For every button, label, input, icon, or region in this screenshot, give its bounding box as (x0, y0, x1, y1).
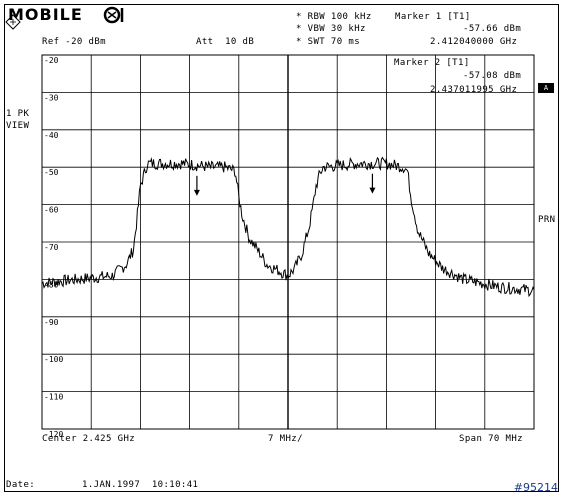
spectrum-trace (41, 156, 535, 298)
brand-logo: MOBILE (8, 5, 83, 24)
marker1-label: Marker 1 [T1] (395, 12, 471, 22)
trace-pk-label: 1 PK (6, 109, 30, 119)
y-tick-label: -50 (44, 168, 59, 177)
y-tick-label: -60 (44, 206, 59, 215)
image-watermark: #95214 (513, 481, 558, 494)
y-tick-label: -110 (44, 393, 63, 402)
rbw-value: RBW 100 kHz (307, 12, 372, 22)
y-tick-label: -30 (44, 93, 59, 102)
date-label: Date: (6, 480, 36, 490)
span-value: Span 70 MHz (459, 434, 524, 444)
brand-text: MOBILE (8, 5, 83, 24)
brand-mark-icon (103, 6, 124, 24)
y-tick-label: -80 (44, 280, 59, 289)
marker1-freq: 2.412040000 GHz (430, 37, 518, 47)
prn-label: PRN (538, 215, 556, 225)
y-tick-label: -40 (44, 131, 59, 140)
marker2-level: -57.08 dBm (463, 71, 522, 81)
center-frequency: Center 2.425 GHz (42, 434, 136, 444)
date-value: 1.JAN.1997 10:10:41 (82, 480, 199, 490)
rs-diamond-icon (5, 14, 21, 30)
screen-frame (4, 4, 559, 492)
trace-a-badge: A (538, 83, 554, 93)
rbw-readout: * RBW 100 kHz (296, 12, 372, 22)
marker1-level: -57.66 dBm (463, 24, 522, 34)
marker2-label: Marker 2 [T1] (394, 58, 470, 68)
marker2-freq: 2.437011995 GHz (430, 85, 518, 95)
trace-view-label: VIEW (6, 121, 30, 131)
attenuation: Att 10 dB (196, 37, 255, 47)
vbw-readout: * VBW 30 kHz (296, 24, 366, 34)
frequency-per-division: 7 MHz/ (268, 434, 303, 444)
swt-value: SWT 70 ms (307, 37, 361, 47)
y-tick-label: -100 (44, 355, 63, 364)
vbw-value: VBW 30 kHz (307, 24, 366, 34)
y-tick-label: -20 (44, 56, 59, 65)
swt-readout: * SWT 70 ms (296, 37, 361, 47)
marker-2-arrow-icon (369, 187, 376, 194)
y-tick-label: -70 (44, 243, 59, 252)
y-tick-label: -90 (44, 318, 59, 327)
ref-level: Ref -20 dBm (42, 37, 107, 47)
y-tick-label: -120 (44, 430, 63, 439)
marker-1-arrow-icon (193, 189, 200, 196)
